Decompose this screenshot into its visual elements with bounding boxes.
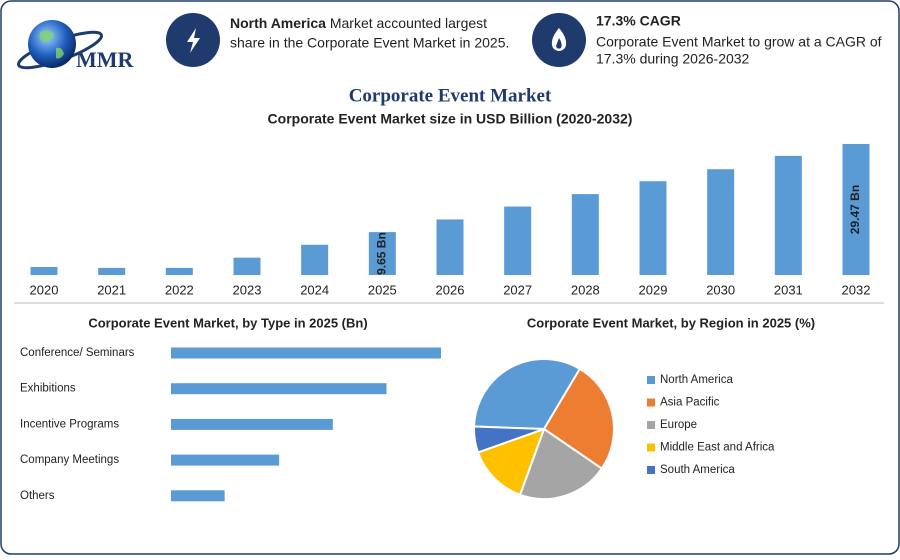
legend-label: Middle East and Africa <box>660 442 775 454</box>
bar <box>233 257 261 275</box>
bar <box>436 219 464 275</box>
category-label: Company Meetings <box>20 454 119 466</box>
x-tick-label: 2027 <box>503 282 532 297</box>
bar <box>368 232 396 275</box>
x-tick-label: 2025 <box>368 282 397 297</box>
value-label: 29.47 Bn <box>848 185 862 234</box>
category-label: Conference/ Seminars <box>20 347 135 359</box>
category-label: Others <box>20 490 55 502</box>
bar <box>171 347 441 359</box>
x-tick-label: 2030 <box>706 282 735 297</box>
legend-label: North America <box>660 374 733 386</box>
bar <box>639 181 667 275</box>
pie-slice <box>518 427 604 500</box>
category-label: Incentive Programs <box>20 418 119 430</box>
pie-slice <box>476 427 546 497</box>
x-tick-label: 2021 <box>97 282 126 297</box>
bar <box>571 194 599 275</box>
x-tick-label: 2028 <box>571 282 600 297</box>
info-line: Market accounted largest <box>330 15 487 31</box>
pie-slice <box>473 425 545 454</box>
legend-label: Asia Pacific <box>660 397 720 409</box>
bar <box>301 244 329 275</box>
info-line: 17.3% during 2026-2032 <box>596 51 750 67</box>
bar <box>171 383 387 395</box>
x-tick-label: 2022 <box>165 282 194 297</box>
chart-title: Corporate Event Market, by Region in 202… <box>527 315 815 330</box>
chart-title: Corporate Event Market, by Type in 2025 … <box>88 315 367 330</box>
info-bold: 17.3% CAGR <box>596 13 681 29</box>
legend-label: South America <box>660 464 735 476</box>
x-tick-label: 2020 <box>30 282 59 297</box>
logo: MMR <box>17 20 135 72</box>
info-line: share in the Corporate Event Market in 2… <box>230 35 509 51</box>
category-label: Exhibitions <box>20 383 76 395</box>
bar <box>842 144 870 275</box>
info-line: Corporate Event Market to grow at a CAGR… <box>596 34 882 50</box>
info-text: North America Market accounted largest <box>230 15 487 31</box>
main-title: Corporate Event Market <box>349 85 552 106</box>
x-tick-label: 2032 <box>842 282 871 297</box>
bar <box>165 267 193 275</box>
logo-text: MMR <box>76 47 135 72</box>
x-tick-label: 2031 <box>774 282 803 297</box>
x-tick-label: 2023 <box>233 282 262 297</box>
legend-swatch <box>647 376 655 384</box>
info-bold: North America <box>230 15 326 31</box>
bar <box>504 206 532 275</box>
info-box: 17.3% CAGR Corporate Event Market to gro… <box>532 13 882 67</box>
bar <box>774 155 802 275</box>
bar <box>171 490 225 502</box>
bar <box>171 454 280 466</box>
legend-label: Europe <box>660 419 697 431</box>
bar <box>707 169 735 275</box>
value-label: 9.65 Bn <box>375 232 389 275</box>
legend-swatch <box>647 421 655 429</box>
bar <box>30 266 58 275</box>
pie-slice <box>542 367 615 470</box>
legend-swatch <box>647 443 655 452</box>
legend-swatch <box>647 398 655 407</box>
info-box: North America Market accounted largest s… <box>166 13 509 67</box>
legend-swatch <box>647 466 655 474</box>
x-tick-label: 2026 <box>436 282 465 297</box>
chart-title: Corporate Event Market size in USD Billi… <box>268 111 633 127</box>
x-tick-label: 2029 <box>639 282 668 297</box>
x-tick-label: 2024 <box>300 282 329 297</box>
bar <box>98 267 126 275</box>
bar <box>171 418 333 430</box>
